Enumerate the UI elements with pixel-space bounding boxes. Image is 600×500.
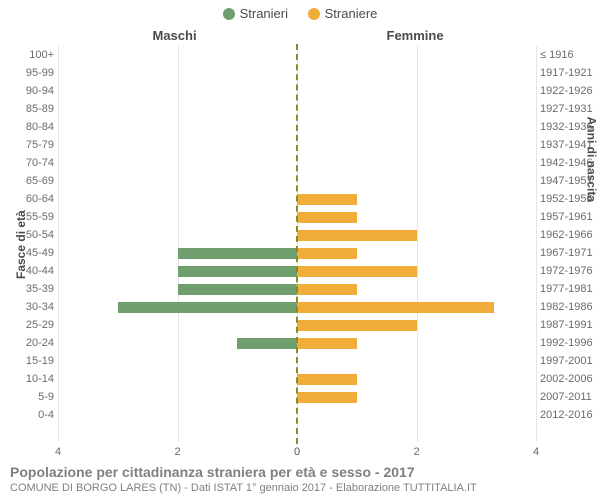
grid-line (536, 46, 537, 442)
age-label: 35-39 (8, 280, 54, 298)
age-label: 75-79 (8, 136, 54, 154)
bar-female (297, 374, 357, 385)
legend-label-male: Stranieri (240, 6, 288, 21)
birth-year-label: 1952-1956 (540, 190, 600, 208)
birth-year-label: 1942-1946 (540, 154, 600, 172)
age-label: 5-9 (8, 388, 54, 406)
birth-year-label: 1962-1966 (540, 226, 600, 244)
population-pyramid-chart: Stranieri Straniere Maschi Femmine 4 2002… (0, 0, 600, 500)
birth-year-label: 1922-1926 (540, 82, 600, 100)
age-label: 85-89 (8, 100, 54, 118)
bar-female (297, 230, 417, 241)
age-label: 15-19 (8, 352, 54, 370)
x-tick-label: 2 (413, 446, 419, 458)
birth-year-label: 1997-2001 (540, 352, 600, 370)
birth-year-label: 1957-1961 (540, 208, 600, 226)
birth-year-label: 1917-1921 (540, 64, 600, 82)
age-label: 40-44 (8, 262, 54, 280)
age-label: 80-84 (8, 118, 54, 136)
footer-title: Popolazione per cittadinanza straniera p… (10, 464, 590, 480)
column-header-male: Maschi (153, 28, 197, 43)
age-label: 25-29 (8, 316, 54, 334)
legend-swatch-male (223, 8, 235, 20)
plot-area (58, 46, 536, 442)
chart-footer: Popolazione per cittadinanza straniera p… (10, 464, 590, 494)
column-header-female: Femmine (387, 28, 444, 43)
age-label: 70-74 (8, 154, 54, 172)
bar-female (297, 266, 417, 277)
birth-year-label: 1947-1951 (540, 172, 600, 190)
bar-female (297, 320, 417, 331)
x-tick-label: 2 (174, 446, 180, 458)
x-tick-label: 4 (533, 446, 539, 458)
bar-male (178, 284, 298, 295)
bar-female (297, 248, 357, 259)
birth-year-label: 1982-1986 (540, 298, 600, 316)
bar-male (178, 266, 298, 277)
bar-female (297, 284, 357, 295)
legend-label-female: Straniere (325, 6, 378, 21)
bar-female (297, 194, 357, 205)
birth-year-label: 1987-1991 (540, 316, 600, 334)
age-label: 50-54 (8, 226, 54, 244)
age-label: 60-64 (8, 190, 54, 208)
bar-male (237, 338, 297, 349)
legend-item-male: Stranieri (223, 6, 288, 21)
x-axis-ticks: 420024 (58, 446, 536, 460)
age-label: 45-49 (8, 244, 54, 262)
birth-year-label: 1977-1981 (540, 280, 600, 298)
age-label: 0-4 (8, 406, 54, 424)
bar-female (297, 392, 357, 403)
legend: Stranieri Straniere (0, 6, 600, 23)
birth-year-label: 2002-2006 (540, 370, 600, 388)
birth-year-label: 1967-1971 (540, 244, 600, 262)
x-tick-label: 0 (294, 446, 300, 458)
center-divider (296, 44, 298, 444)
birth-year-label: ≤ 1916 (540, 46, 600, 64)
x-tick-label: 4 (55, 446, 61, 458)
age-label: 95-99 (8, 64, 54, 82)
legend-item-female: Straniere (308, 6, 378, 21)
bar-female (297, 302, 494, 313)
birth-year-label: 2012-2016 (540, 406, 600, 424)
bar-female (297, 212, 357, 223)
age-label: 10-14 (8, 370, 54, 388)
birth-year-label: 1972-1976 (540, 262, 600, 280)
birth-year-label: 1932-1936 (540, 118, 600, 136)
bar-female (297, 338, 357, 349)
birth-year-label: 1927-1931 (540, 100, 600, 118)
bar-male (118, 302, 297, 313)
birth-year-label: 1937-1941 (540, 136, 600, 154)
age-label: 100+ (8, 46, 54, 64)
birth-year-label: 2007-2011 (540, 388, 600, 406)
age-label: 20-24 (8, 334, 54, 352)
age-label: 30-34 (8, 298, 54, 316)
bar-male (178, 248, 298, 259)
footer-subtitle: COMUNE DI BORGO LARES (TN) - Dati ISTAT … (10, 482, 590, 494)
age-label: 55-59 (8, 208, 54, 226)
birth-year-label: 1992-1996 (540, 334, 600, 352)
age-label: 90-94 (8, 82, 54, 100)
age-label: 65-69 (8, 172, 54, 190)
legend-swatch-female (308, 8, 320, 20)
